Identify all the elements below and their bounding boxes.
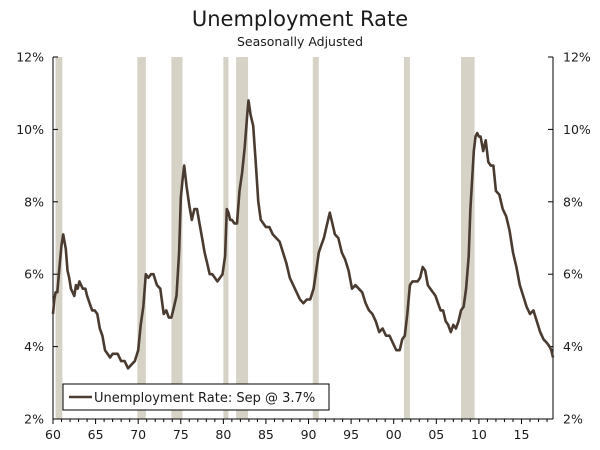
recession-band <box>403 57 410 419</box>
x-tick-label: 15 <box>514 427 530 442</box>
y-tick-label-left: 10% <box>16 122 44 137</box>
recession-band <box>171 57 183 419</box>
y-tick-label-right: 6% <box>563 267 583 282</box>
recession-band <box>312 57 319 419</box>
y-tick-label-right: 8% <box>563 194 583 209</box>
legend-box <box>62 383 330 411</box>
x-tick-label: 85 <box>258 427 274 442</box>
y-tick-label-right: 10% <box>563 122 591 137</box>
legend-label: Unemployment Rate: Sep @ 3.7% <box>94 391 315 406</box>
chart-subtitle: Seasonally Adjusted <box>237 34 363 49</box>
recession-band <box>461 57 475 419</box>
x-tick-label: 60 <box>45 427 61 442</box>
y-tick-label-right: 2% <box>563 412 583 427</box>
y-tick-label-left: 2% <box>24 412 44 427</box>
axes: 2% 2% 4% 4% 6% 6% 8% 8% 10% 10% 12% 12% 60 65 70 75 80 85… <box>16 50 591 443</box>
x-tick-label: 00 <box>386 427 402 442</box>
y-tick-label-left: 6% <box>24 267 44 282</box>
x-tick-label: 05 <box>428 427 444 442</box>
x-tick-label: 95 <box>343 427 359 442</box>
x-tick-label: 75 <box>173 427 189 442</box>
y-tick-label-left: 8% <box>24 194 44 209</box>
y-tick-label-left: 12% <box>16 50 44 65</box>
unemployment-rate-line <box>51 99 555 370</box>
x-tick-label: 70 <box>130 427 146 442</box>
x-tick-label: 90 <box>301 427 317 442</box>
recession-band <box>236 57 249 419</box>
legend: Unemployment Rate: Sep @ 3.7% <box>62 383 330 411</box>
series-layer <box>51 99 555 370</box>
y-tick-label-right: 12% <box>563 50 591 65</box>
recession-band <box>137 57 146 419</box>
y-tick-label-left: 4% <box>24 339 44 354</box>
y-tick-label-right: 4% <box>563 339 583 354</box>
x-tick-label: 10 <box>471 427 487 442</box>
recession-band <box>55 57 63 419</box>
chart-title: Unemployment Rate <box>192 7 408 31</box>
x-tick-label: 80 <box>215 427 231 442</box>
x-tick-label: 65 <box>88 427 104 442</box>
recession-bands <box>55 57 475 419</box>
